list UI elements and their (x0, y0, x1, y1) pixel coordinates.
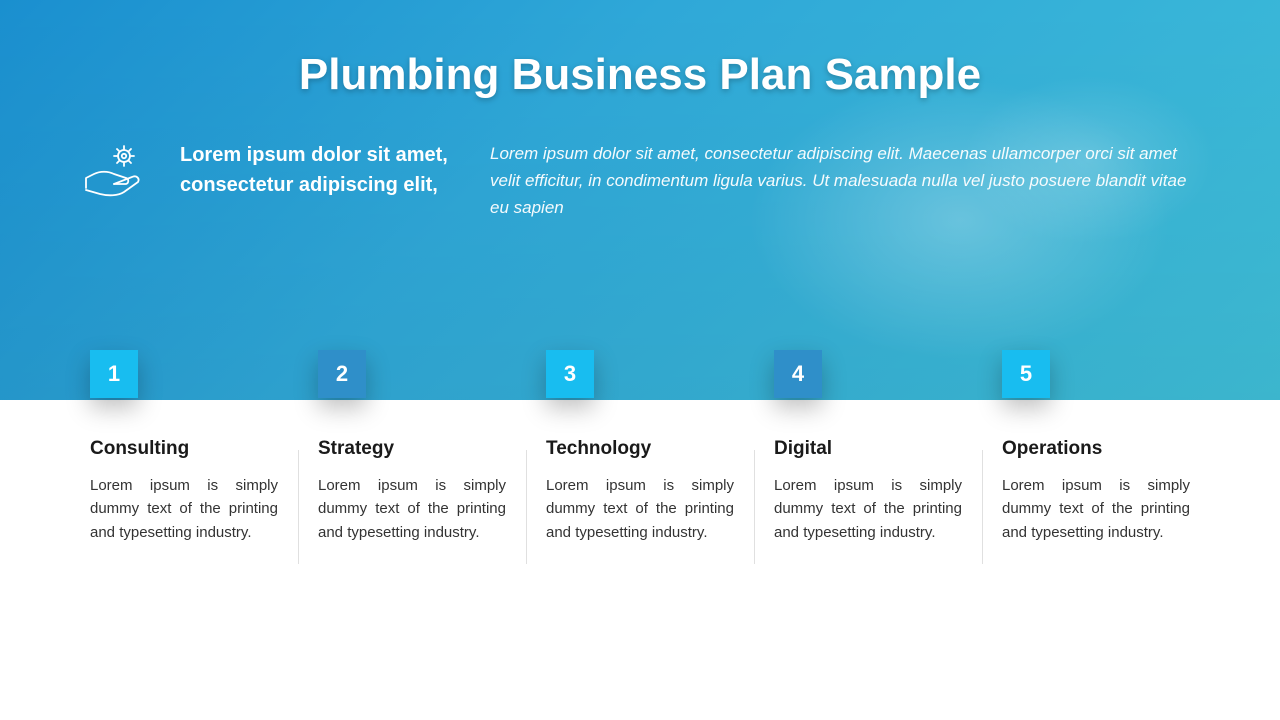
step-title: Technology (546, 438, 734, 460)
intro-row: Lorem ipsum dolor sit amet, consectetur … (70, 140, 1210, 222)
step-number-badge: 2 (318, 350, 366, 398)
step-card: 2 Strategy Lorem ipsum is simply dummy t… (298, 350, 526, 544)
step-number-badge: 1 (90, 350, 138, 398)
step-number-badge: 3 (546, 350, 594, 398)
step-body: Lorem ipsum is simply dummy text of the … (1002, 474, 1190, 544)
step-card: 4 Digital Lorem ipsum is simply dummy te… (754, 350, 982, 544)
intro-headline: Lorem ipsum dolor sit amet, consectetur … (180, 140, 460, 200)
step-title: Strategy (318, 438, 506, 460)
step-number-badge: 5 (1002, 350, 1050, 398)
step-title: Digital (774, 438, 962, 460)
step-title: Consulting (90, 438, 278, 460)
step-body: Lorem ipsum is simply dummy text of the … (90, 474, 278, 544)
steps-row: 1 Consulting Lorem ipsum is simply dummy… (0, 350, 1280, 544)
step-body: Lorem ipsum is simply dummy text of the … (774, 474, 962, 544)
slide-title: Plumbing Business Plan Sample (70, 50, 1210, 100)
step-title: Operations (1002, 438, 1190, 460)
step-card: 5 Operations Lorem ipsum is simply dummy… (982, 350, 1210, 544)
hero-section: Plumbing Business Plan Sample Lorem ipsu… (0, 0, 1280, 400)
step-card: 3 Technology Lorem ipsum is simply dummy… (526, 350, 754, 544)
step-number-badge: 4 (774, 350, 822, 398)
step-body: Lorem ipsum is simply dummy text of the … (318, 474, 506, 544)
step-card: 1 Consulting Lorem ipsum is simply dummy… (70, 350, 298, 544)
intro-body: Lorem ipsum dolor sit amet, consectetur … (490, 140, 1200, 222)
step-body: Lorem ipsum is simply dummy text of the … (546, 474, 734, 544)
service-gear-hand-icon (80, 140, 150, 204)
